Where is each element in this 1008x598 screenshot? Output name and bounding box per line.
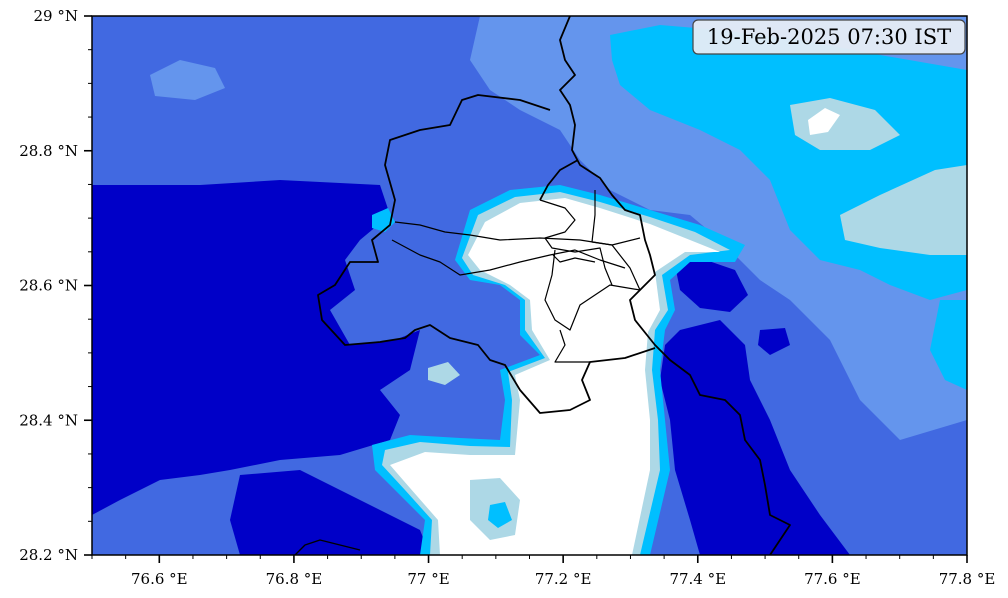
contour-level-5-ne xyxy=(790,98,900,150)
district-boundaries xyxy=(294,16,791,555)
contour-level-1-east xyxy=(660,320,850,555)
region-boundary-line xyxy=(317,94,656,414)
contour-level-1-south-strip xyxy=(230,470,430,555)
district-line-7 xyxy=(552,254,596,263)
y-axis: 29 °N 28.8 °N 28.6 °N 28.4 °N 28.2 °N xyxy=(19,7,92,564)
district-line-3 xyxy=(544,249,641,331)
city-boundary-line xyxy=(539,159,579,201)
y-tick-label: 28.6 °N xyxy=(19,277,78,295)
timestamp-box: 19-Feb-2025 07:30 IST xyxy=(692,19,966,55)
y-tick-label: 28.2 °N xyxy=(19,546,78,564)
x-tick-label: 77 °E xyxy=(407,570,449,588)
contour-level-6-ne-spot xyxy=(808,108,840,135)
contour-level-5-east xyxy=(840,165,967,255)
timestamp-label: 19-Feb-2025 07:30 IST xyxy=(707,25,951,49)
x-tick-label: 77.8 °E xyxy=(939,570,996,588)
y-tick-label: 28.8 °N xyxy=(19,142,78,160)
district-line-south xyxy=(294,539,361,555)
contour-field xyxy=(92,16,967,555)
district-line-5 xyxy=(591,190,641,291)
contour-level-5-west-spot xyxy=(428,362,460,385)
contour-level-1-west xyxy=(92,180,420,515)
x-tick-label: 77.6 °E xyxy=(804,570,861,588)
district-line-4 xyxy=(539,199,613,286)
y-tick-label: 29 °N xyxy=(34,7,78,25)
x-tick-label: 77.2 °E xyxy=(535,570,592,588)
contour-level-1-east-upper xyxy=(675,258,748,312)
contour-level-6-city-core xyxy=(390,198,720,555)
x-tick-label: 76.6 °E xyxy=(131,570,188,588)
district-line-2 xyxy=(391,239,626,276)
x-axis: 76.6 °E 76.8 °E 77 °E 77.2 °E 77.4 °E 77.6 °E… xyxy=(91,555,996,588)
y-tick-label: 28.4 °N xyxy=(19,411,78,429)
district-line-6 xyxy=(554,329,590,363)
timestamp-box-background xyxy=(692,19,966,55)
contour-level-3-patch-nw xyxy=(150,60,225,100)
contour-level-4-east-edge xyxy=(930,300,967,390)
x-tick-label: 76.8 °E xyxy=(266,570,323,588)
contour-level-1-small-blob xyxy=(758,328,790,355)
contour-level-4-south-spot xyxy=(488,502,512,528)
state-boundary-line xyxy=(559,16,791,555)
x-tick-label: 77.4 °E xyxy=(669,570,726,588)
